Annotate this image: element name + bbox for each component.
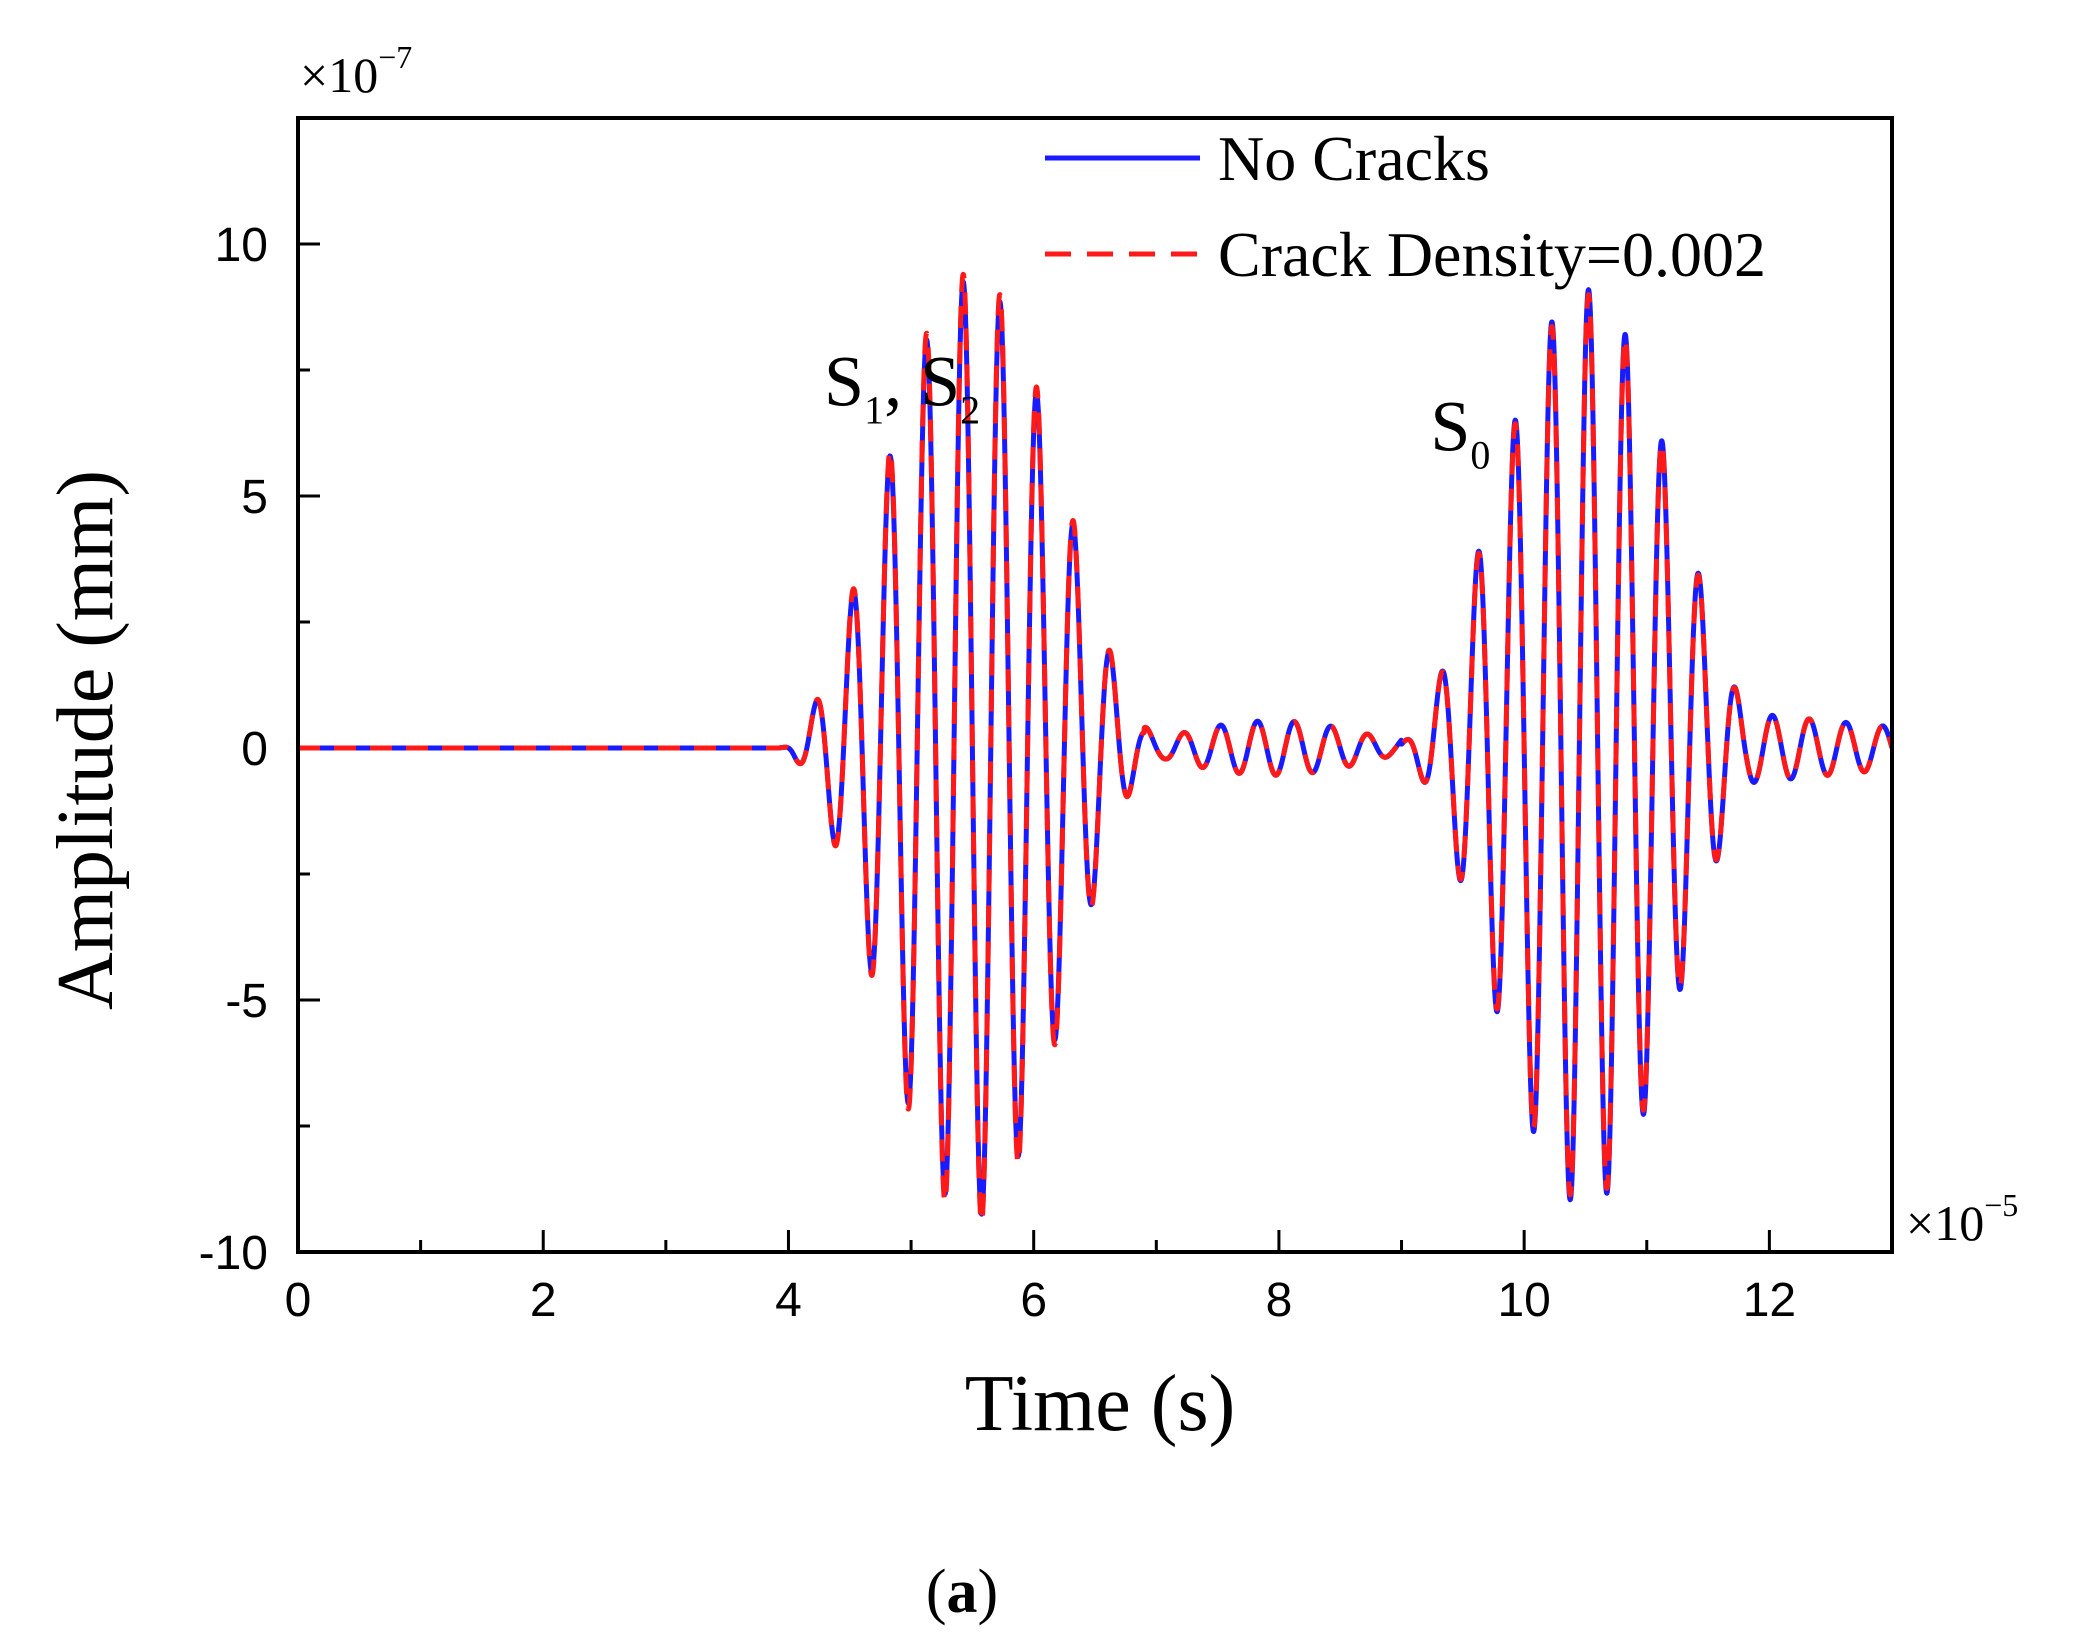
x-tick-label: 0 (285, 1274, 312, 1327)
y-multiplier-exponent: −7 (378, 39, 412, 75)
caption-open-paren: ( (926, 1558, 947, 1626)
annotation-s0-subscript: 0 (1470, 433, 1490, 478)
x-axis-title: Time (s) (965, 1360, 1235, 1448)
y-tick-label: 5 (241, 471, 268, 524)
x-tick-label: 8 (1266, 1274, 1293, 1327)
x-tick-label: 10 (1497, 1274, 1550, 1327)
x-multiplier-exponent: −5 (1984, 1187, 2018, 1223)
x-tick-label: 2 (530, 1274, 557, 1327)
x-multiplier-base: ×10 (1906, 1195, 1984, 1251)
y-tick-label: 10 (215, 219, 268, 272)
annotation-s0: S0 (1430, 387, 1490, 478)
y-axis-title: Amplitude (mm) (42, 470, 130, 1010)
x-axis-multiplier: ×10−5 (1906, 1187, 2018, 1251)
legend-label-crack-density: Crack Density=0.002 (1218, 219, 1766, 290)
plot-frame (296, 116, 1894, 1254)
caption-letter: a (947, 1558, 978, 1626)
x-tick-label: 12 (1743, 1274, 1796, 1327)
x-tick-label: 6 (1020, 1274, 1047, 1327)
x-tick-label: 4 (775, 1274, 802, 1327)
legend: No Cracks Crack Density=0.002 (1045, 123, 1766, 290)
annotation-s2-letter: , S (884, 341, 960, 421)
series-layer (298, 271, 1892, 1225)
annotation-s2-subscript: 2 (960, 387, 980, 432)
figure-caption: (a) (926, 1558, 998, 1626)
y-multiplier-base: ×10 (300, 47, 378, 103)
annotation-s1-subscript: 1 (864, 387, 884, 432)
annotation-s1-letter: S (824, 341, 864, 421)
caption-close-paren: ) (978, 1558, 999, 1626)
annotation-s0-letter: S (1430, 387, 1470, 467)
y-tick-label: -5 (225, 975, 268, 1028)
y-tick-label: -10 (199, 1227, 268, 1280)
annotation-s1-s2: S1, S2 (824, 341, 980, 432)
y-axis-multiplier: ×10−7 (300, 39, 412, 103)
legend-label-no-cracks: No Cracks (1218, 123, 1490, 194)
series-line-crack-density (298, 271, 1892, 1225)
y-tick-label: 0 (241, 723, 268, 776)
